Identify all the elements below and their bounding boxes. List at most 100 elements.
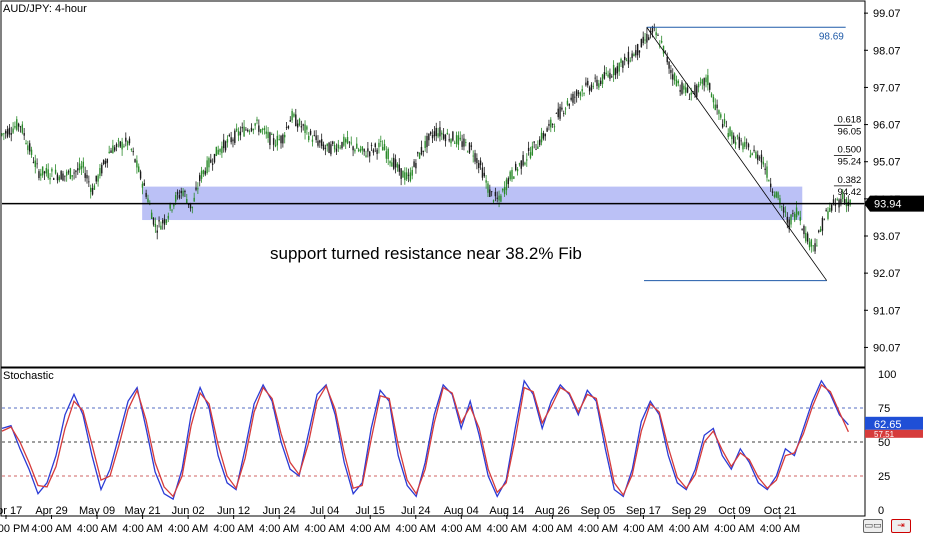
candle-body	[723, 118, 726, 124]
candle-body	[692, 91, 694, 93]
candle-body	[147, 198, 149, 203]
candle-body	[655, 32, 657, 36]
candle-body	[555, 112, 558, 114]
y-tick-label: 98.07	[873, 45, 901, 57]
candle-body	[840, 198, 842, 205]
stochastic-d-tag	[865, 429, 923, 438]
candle-body	[437, 133, 439, 137]
x-time-label: 4:00 AM	[487, 523, 527, 535]
candle-body	[788, 219, 790, 230]
x-date-label: Sep 17	[626, 505, 661, 517]
candle-body	[764, 168, 766, 170]
x-date-label: Aug 04	[444, 505, 479, 517]
auto-scroll-icon[interactable]: ⇥	[891, 519, 911, 533]
candle-body	[418, 152, 421, 159]
candle-body	[1, 133, 3, 135]
candle-body	[326, 143, 328, 147]
candle-body	[27, 145, 29, 151]
x-time-label: 4:00 AM	[578, 523, 618, 535]
candle-body	[152, 217, 155, 225]
candle-body	[49, 177, 51, 180]
candle-body	[141, 183, 144, 188]
candle-body	[520, 160, 522, 169]
candle-body	[784, 211, 787, 213]
candle-body	[710, 93, 713, 98]
candle-body	[119, 141, 121, 147]
candle-body	[3, 133, 5, 135]
candle-body	[176, 191, 179, 195]
candle-body	[420, 146, 423, 155]
candle-body	[561, 107, 563, 110]
candle-body	[842, 193, 844, 200]
candle-body	[518, 163, 521, 165]
candle-body	[319, 140, 321, 143]
candle-body	[433, 131, 436, 137]
candle-body	[136, 160, 138, 168]
candle-body	[489, 189, 491, 197]
x-date-label: May 09	[79, 505, 115, 517]
candle-body	[51, 168, 53, 172]
candle-body	[646, 33, 648, 43]
candle-body	[315, 135, 317, 141]
candle-body	[557, 108, 559, 118]
candle-body	[450, 139, 452, 144]
candle-body	[834, 203, 837, 206]
candle-body	[478, 163, 480, 169]
candle-body	[660, 40, 663, 43]
candle-body	[247, 129, 249, 132]
x-date-label: Sep 05	[580, 505, 615, 517]
candle-body	[235, 128, 238, 131]
candle-body	[78, 163, 81, 171]
candle-body	[287, 125, 290, 129]
candle-body	[101, 164, 103, 174]
candle-body	[191, 206, 194, 209]
candle-body	[114, 147, 116, 151]
candle-body	[845, 199, 848, 207]
stochastic-tick-label: 100	[878, 369, 896, 381]
candle-body	[97, 175, 99, 182]
candle-body	[509, 171, 511, 180]
candle-body	[773, 194, 776, 197]
candle-body	[651, 26, 654, 33]
candle-body	[89, 187, 92, 192]
candle-body	[411, 169, 413, 176]
x-date-label: Sep 29	[672, 505, 707, 517]
candle-body	[836, 199, 838, 201]
candle-body	[594, 77, 596, 79]
candle-body	[56, 174, 59, 181]
candle-body	[448, 139, 450, 141]
candle-body	[673, 73, 676, 81]
y-tick-label: 90.07	[873, 342, 901, 354]
candle-body	[274, 144, 277, 147]
candle-body	[17, 123, 20, 127]
candle-body	[614, 68, 617, 76]
candle-body	[221, 146, 223, 154]
candle-body	[795, 207, 798, 218]
candle-body	[88, 181, 90, 183]
candle-body	[829, 208, 831, 212]
candle-body	[385, 151, 388, 159]
candle-body	[311, 139, 314, 142]
x-date-label: Jun 12	[217, 505, 250, 517]
stochastic-title: Stochastic	[3, 370, 54, 382]
candle-body	[803, 226, 805, 235]
candle-body	[524, 162, 526, 165]
stochastic-lines	[1, 379, 849, 501]
candle-body	[117, 140, 120, 142]
bottom-icons: ▭▭ ⇥	[863, 519, 911, 533]
candle-body	[337, 144, 340, 149]
x-time-label: 4:00 AM	[532, 523, 572, 535]
candle-body	[657, 35, 659, 36]
x-date-label: Jul 15	[356, 505, 385, 517]
candle-body	[476, 158, 478, 164]
x-date-label: Apr 17	[0, 505, 22, 517]
scroll-icon[interactable]: ▭▭	[863, 519, 883, 533]
candle-body	[513, 176, 515, 179]
candle-body	[193, 197, 195, 202]
candle-body	[537, 146, 539, 149]
candle-body	[805, 232, 807, 242]
candle-body	[396, 163, 399, 168]
candle-body	[64, 175, 66, 177]
candle-body	[542, 133, 545, 139]
candle-body	[444, 134, 447, 142]
